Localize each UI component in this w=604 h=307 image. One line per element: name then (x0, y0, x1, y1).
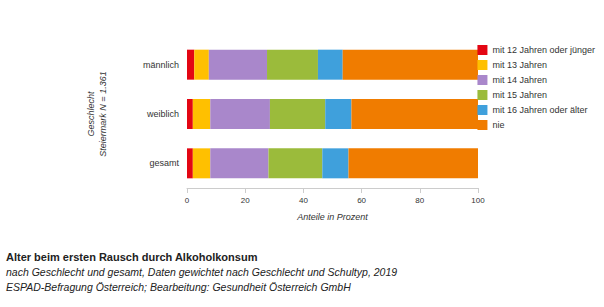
svg-text:mit 12 Jahren oder jünger: mit 12 Jahren oder jünger (492, 45, 595, 55)
svg-text:Anteile in Prozent: Anteile in Prozent (296, 212, 368, 222)
svg-text:mit 13 Jahren: mit 13 Jahren (492, 60, 547, 70)
html-text:nach Geschlecht und gesamt, Da: nach Geschlecht und gesamt, Daten gewich… (6, 266, 398, 278)
svg-text:80: 80 (415, 196, 424, 205)
svg-text:Steiermark N = 1.361: Steiermark N = 1.361 (98, 71, 108, 156)
svg-text:20: 20 (241, 196, 250, 205)
svg-text:Geschlecht: Geschlecht (86, 91, 96, 137)
svg-text:männlich: männlich (143, 60, 179, 70)
svg-text:mit 16 Jahren oder älter: mit 16 Jahren oder älter (492, 105, 587, 115)
svg-text:60: 60 (357, 196, 366, 205)
svg-text:gesamt: gesamt (149, 158, 179, 168)
svg-text:0: 0 (185, 196, 190, 205)
html-text:ESPAD-Befragung Österreich; Be: ESPAD-Befragung Österreich; Bearbeitung:… (6, 281, 351, 293)
html-text:Alter beim ersten Rausch durch: Alter beim ersten Rausch durch Alkoholko… (6, 251, 258, 263)
svg-text:weiblich: weiblich (146, 109, 179, 119)
svg-text:100: 100 (471, 196, 485, 205)
svg-text:mit 14 Jahren: mit 14 Jahren (492, 75, 547, 85)
svg-text:mit 15 Jahren: mit 15 Jahren (492, 90, 547, 100)
svg-text:nie: nie (492, 120, 504, 130)
svg-text:40: 40 (299, 196, 308, 205)
